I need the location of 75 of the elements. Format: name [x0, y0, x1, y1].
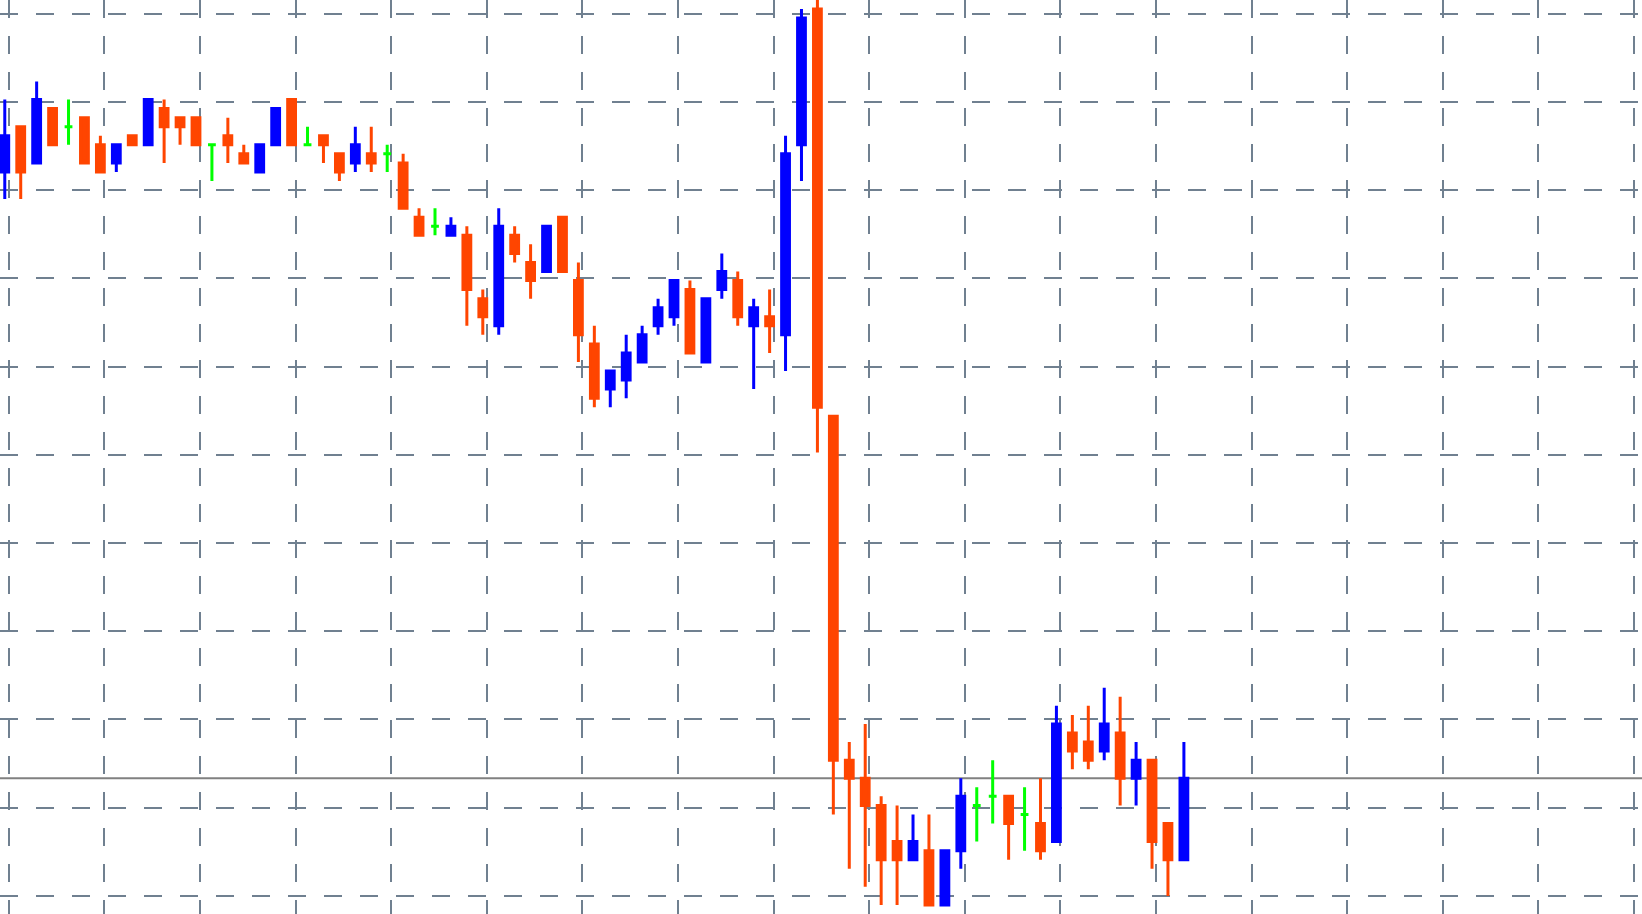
candlestick	[716, 251, 728, 301]
candlestick	[796, 7, 807, 183]
candlestick	[318, 134, 329, 165]
candlestick	[1082, 704, 1094, 771]
candlestick	[413, 206, 425, 237]
candlestick	[1003, 794, 1015, 862]
candlestick	[254, 143, 266, 174]
candlestick	[349, 125, 361, 174]
candlestick	[47, 107, 58, 147]
candlestick	[79, 116, 90, 165]
candlestick	[509, 224, 521, 264]
candlestick	[907, 812, 919, 862]
candlestick	[0, 98, 11, 201]
candlestick	[875, 794, 887, 907]
candlestick	[541, 224, 552, 273]
candlestick	[525, 242, 536, 301]
candlestick	[302, 125, 313, 147]
candlestick	[238, 143, 250, 165]
candlestick	[334, 152, 345, 183]
candlestick	[110, 143, 122, 174]
candlestick	[493, 206, 505, 337]
candlestick	[700, 297, 712, 364]
candlestick	[636, 324, 648, 364]
candlestick	[142, 98, 154, 147]
candlestick	[1035, 776, 1046, 862]
candlestick	[222, 116, 234, 165]
candlestick	[732, 269, 744, 328]
candlestick	[987, 758, 999, 825]
candlestick	[1098, 686, 1110, 762]
candlestick	[1066, 713, 1078, 771]
candlestick	[780, 134, 791, 373]
candlestick	[1114, 695, 1126, 807]
candlestick	[429, 206, 441, 237]
candlestick	[190, 116, 202, 147]
candlestick	[764, 288, 776, 355]
candlestick	[843, 740, 855, 871]
candlestick	[381, 143, 393, 174]
candlestick	[397, 152, 409, 210]
candlestick	[445, 215, 457, 237]
candlestick	[557, 215, 568, 273]
candlestick	[1162, 822, 1174, 898]
candlestick	[827, 414, 839, 816]
candlestick	[812, 0, 823, 454]
candlestick	[270, 107, 282, 147]
candlestick	[15, 125, 27, 201]
candlestick	[588, 324, 600, 409]
candlestick	[94, 134, 106, 174]
candlestick	[174, 116, 186, 147]
candlestick	[158, 98, 170, 165]
candlestick	[573, 260, 584, 364]
candlestick	[652, 297, 664, 337]
candlestick	[971, 785, 983, 844]
candlestick	[1146, 758, 1158, 871]
candlestick	[461, 224, 473, 328]
candlestick	[126, 134, 138, 147]
candlestick	[955, 776, 967, 871]
candlestick	[477, 288, 489, 337]
candlestick	[891, 803, 903, 907]
candlestick	[684, 279, 696, 355]
candlestick	[31, 79, 43, 165]
candlestick	[1051, 704, 1062, 844]
candlestick	[748, 297, 760, 391]
candlestick	[939, 849, 951, 907]
candlestick	[206, 143, 218, 183]
candlestick	[923, 812, 935, 907]
candlestick	[604, 369, 616, 409]
candlestick	[1178, 740, 1190, 862]
candlestick	[859, 722, 871, 889]
candlestick	[1019, 785, 1030, 853]
candlestick	[668, 279, 680, 328]
candlestick	[63, 98, 74, 147]
candlestick	[365, 125, 377, 174]
candlestick	[620, 333, 632, 400]
candlestick	[286, 98, 297, 147]
candlestick	[1130, 740, 1142, 807]
